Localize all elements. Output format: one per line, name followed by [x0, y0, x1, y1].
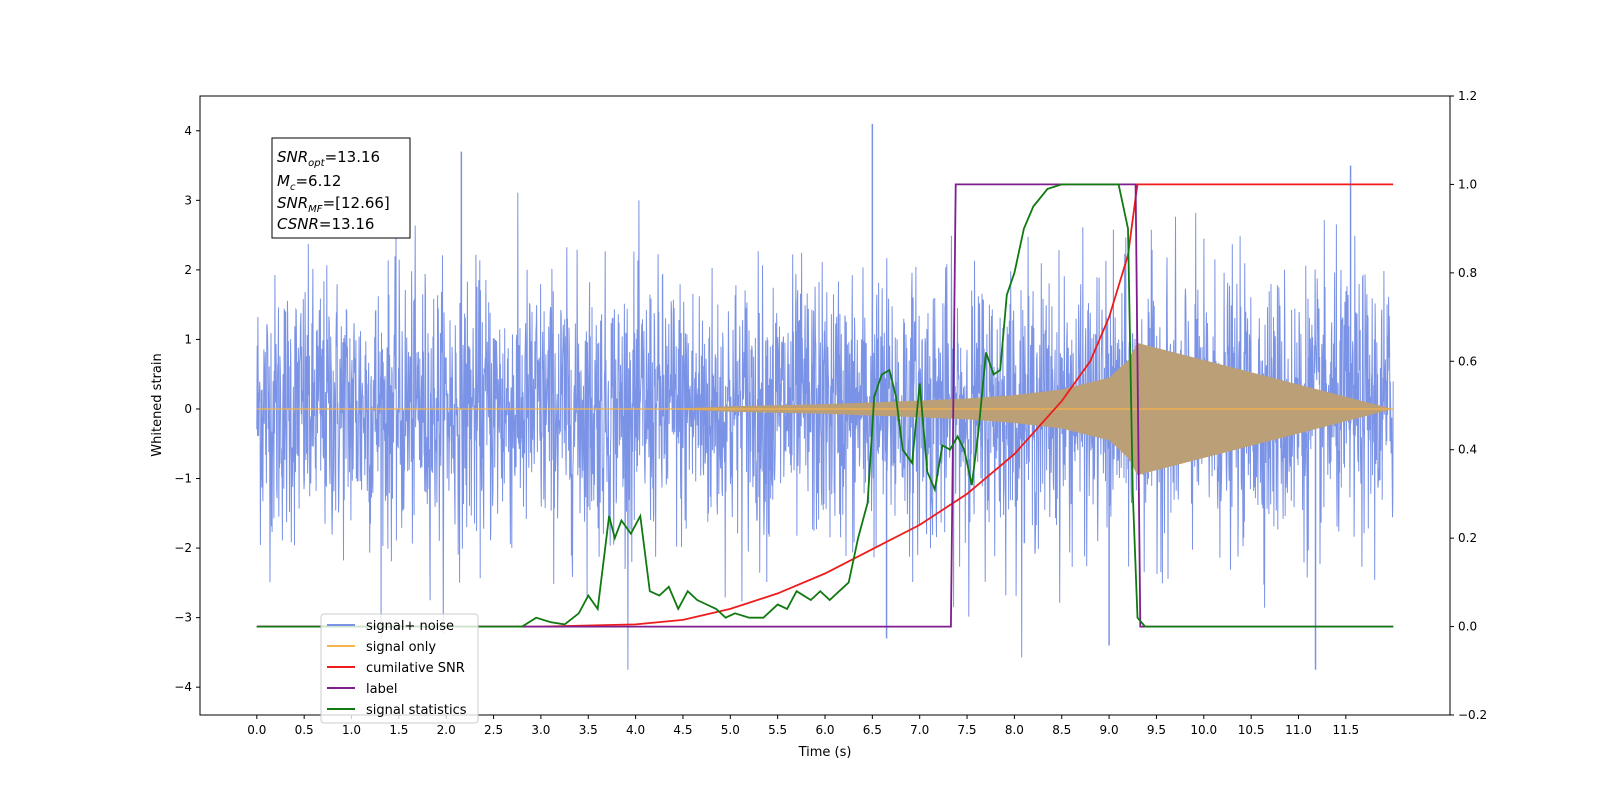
y-left-tick-label-3: 1 [184, 332, 192, 346]
annotation-mc: Mc=6.12 [277, 172, 341, 193]
y-left-tick-label-4: 0 [184, 402, 192, 416]
x-tick-label-2: 1.0 [342, 723, 361, 737]
series-cumulative-snr-line [256, 183, 1394, 628]
x-tick-label-17: 8.5 [1052, 723, 1071, 737]
y-axis-label: Whitened strain [150, 353, 165, 456]
x-tick-label-15: 7.5 [957, 723, 976, 737]
y-right-tick-label-7: −0.2 [1458, 708, 1487, 722]
x-tick-label-14: 7.0 [910, 723, 929, 737]
x-tick-label-3: 1.5 [389, 723, 408, 737]
legend-label-cumulative-snr: cumilative SNR [366, 661, 465, 676]
annotation-box: SNRopt=13.16 Mc=6.12 SNRMF=[12.66] CSNR=… [271, 137, 411, 239]
legend-frame [320, 613, 479, 724]
annotation-frame [271, 137, 411, 239]
y-left-tick-label-6: −2 [174, 541, 192, 555]
y-right-tick-label-2: 0.8 [1458, 266, 1477, 280]
legend-label-signal: signal only [366, 640, 436, 655]
x-tick-label-1: 0.5 [295, 723, 314, 737]
annotation-csnr: CSNR=13.16 [277, 215, 374, 233]
series-signal-noise-line [256, 192, 1394, 670]
x-tick-label-5: 2.5 [484, 723, 503, 737]
y-left-tick-label-8: −4 [174, 680, 192, 694]
x-tick-label-4: 2.0 [437, 723, 456, 737]
x-tick-label-20: 10.0 [1190, 723, 1217, 737]
x-tick-label-22: 11.0 [1285, 723, 1312, 737]
x-tick-label-7: 3.5 [579, 723, 598, 737]
x-tick-label-10: 5.0 [721, 723, 740, 737]
y-right-tick-label-3: 0.6 [1458, 354, 1477, 368]
x-tick-label-12: 6.0 [815, 723, 834, 737]
y-left-tick-label-0: 4 [184, 124, 192, 138]
y-right-tick-label-1: 1.0 [1458, 177, 1477, 191]
y-right-tick-label-6: 0.0 [1458, 620, 1477, 634]
x-tick-label-13: 6.5 [863, 723, 882, 737]
x-tick-label-9: 4.5 [673, 723, 692, 737]
y-left-tick-label-2: 2 [184, 263, 192, 277]
x-tick-label-19: 9.5 [1147, 723, 1166, 737]
y-right-tick-label-4: 0.4 [1458, 443, 1477, 457]
series-signal-statistics-line [256, 183, 1394, 628]
annotation-snr-mf: SNRMF=[12.66] [277, 194, 390, 215]
y-left-tick-label-7: −3 [174, 611, 192, 625]
annotation-snr-opt: SNRopt=13.16 [277, 148, 380, 169]
x-axis-label: Time (s) [798, 745, 852, 760]
legend-label-label: label [366, 682, 397, 697]
y-left-tick-label-1: 3 [184, 193, 192, 207]
x-tick-label-18: 9.0 [1100, 723, 1119, 737]
legend-label-noise: signal+ noise [366, 619, 454, 634]
y-left-tick-label-5: −1 [174, 472, 192, 486]
x-tick-label-16: 8.0 [1005, 723, 1024, 737]
y-right-tick-label-0: 1.2 [1458, 89, 1477, 103]
x-tick-label-6: 3.0 [531, 723, 550, 737]
x-tick-label-23: 11.5 [1332, 723, 1359, 737]
x-tick-label-0: 0.0 [247, 723, 266, 737]
x-tick-label-8: 4.0 [626, 723, 645, 737]
x-tick-label-21: 10.5 [1238, 723, 1265, 737]
legend-label-statistics: signal statistics [366, 703, 467, 718]
x-tick-label-11: 5.5 [768, 723, 787, 737]
y-right-tick-label-5: 0.2 [1458, 531, 1477, 545]
legend: signal+ noise signal only cumilative SNR… [320, 613, 479, 724]
